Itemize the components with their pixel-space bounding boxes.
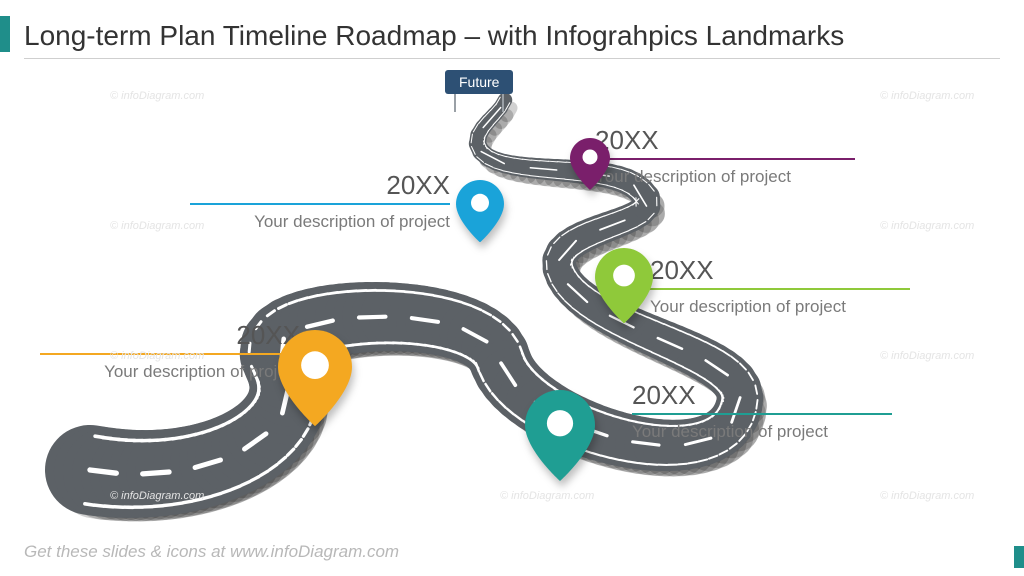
milestone-rule — [190, 203, 450, 205]
milestone-year: 20XX — [595, 125, 855, 158]
milestone-m4: 20XX Your description of project — [190, 170, 450, 234]
milestone-desc: Your description of project — [40, 361, 300, 384]
title-accent — [0, 16, 10, 52]
page-title: Long-term Plan Timeline Roadmap – with I… — [24, 20, 1000, 52]
map-pin-icon — [595, 248, 653, 323]
milestone-desc: Your description of project — [632, 421, 892, 444]
milestone-rule — [650, 288, 910, 290]
milestone-desc: Your description of project — [595, 166, 855, 189]
title-bar: Long-term Plan Timeline Roadmap – with I… — [24, 20, 1000, 59]
sign-legs — [454, 94, 504, 112]
map-pin-icon — [278, 330, 352, 426]
future-sign: Future — [445, 70, 513, 112]
corner-accent — [1014, 546, 1024, 568]
milestone-year: 20XX — [650, 255, 910, 288]
roadmap-canvas: Future 20XXYour description of project20… — [0, 60, 1024, 530]
future-sign-label: Future — [445, 70, 513, 94]
milestone-rule — [595, 158, 855, 160]
milestone-rule — [40, 353, 300, 355]
milestone-m5: 20XX Your description of project — [595, 125, 855, 189]
map-pin-icon — [570, 138, 610, 190]
milestone-m3: 20XX Your description of project — [650, 255, 910, 319]
map-pin-icon — [456, 180, 504, 242]
milestone-year: 20XX — [40, 320, 300, 353]
sign-leg — [454, 94, 456, 112]
milestone-m2: 20XX Your description of project — [632, 380, 892, 444]
milestone-m1: 20XX Your description of project — [40, 320, 300, 384]
milestone-desc: Your description of project — [650, 296, 910, 319]
milestone-rule — [632, 413, 892, 415]
map-pin-icon — [525, 390, 595, 481]
milestone-year: 20XX — [190, 170, 450, 203]
sign-leg — [502, 94, 504, 112]
footer-text: Get these slides & icons at www.infoDiag… — [24, 542, 399, 562]
milestone-year: 20XX — [632, 380, 892, 413]
milestone-desc: Your description of project — [190, 211, 450, 234]
